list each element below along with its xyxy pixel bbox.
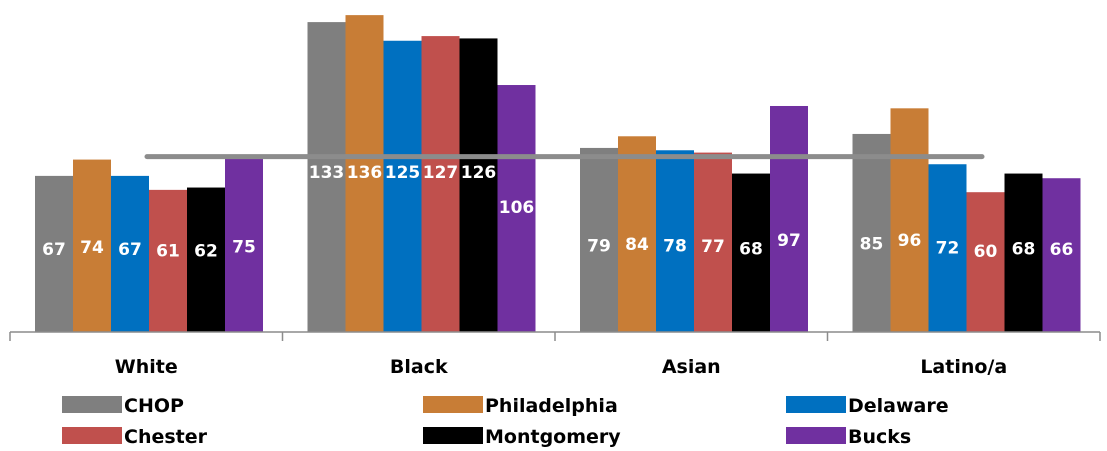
bar-latinoa-montgomery [1004,173,1043,332]
data-label: 125 [385,163,421,183]
bar-asian-chester [694,152,732,332]
data-label: 67 [42,240,66,260]
bar-asian-chop [580,147,618,332]
data-label: 72 [936,238,960,258]
legend-label-philadelphia: Philadelphia [485,395,618,417]
data-label: 84 [625,235,649,255]
legend-swatch-chester [62,427,122,444]
bar-asian-delaware [656,150,694,332]
category-label: Black [390,356,448,378]
data-label: 68 [1012,240,1036,260]
category-labels-group: White Black Asian Latino/a [115,356,1007,378]
bar-white-montgomery [187,187,225,332]
bar-white-bucks [225,157,263,332]
data-label: 136 [347,163,383,183]
bar-latinoa-chester [966,192,1005,332]
legend-label-chop: CHOP [124,395,184,417]
data-label: 79 [587,236,611,256]
legend-swatch-chop [62,396,122,413]
data-label: 77 [701,237,725,257]
bar-asian-montgomery [732,173,770,332]
data-label: 126 [461,163,497,183]
bar-asian-bucks [770,105,808,333]
bar-black-philadelphia [345,15,384,333]
bar-latinoa-philadelphia [890,108,929,332]
bar-white-chop [35,175,73,332]
bar-latinoa-bucks [1042,178,1081,332]
legend: CHOP Philadelphia Delaware Chester Montgomer… [62,395,949,448]
legend-swatch-montgomery [423,427,483,444]
data-label: 96 [898,231,922,251]
data-label: 127 [423,163,459,183]
data-label: 61 [156,242,180,262]
legend-label-chester: Chester [124,426,208,448]
legend-swatch-bucks [786,427,846,444]
legend-swatch-delaware [786,396,846,413]
bars-group [35,15,1081,333]
bar-black-chop [307,22,346,333]
bar-white-philadelphia [73,159,111,332]
category-label: Latino/a [920,356,1007,378]
data-label: 75 [232,238,256,258]
legend-swatch-philadelphia [423,396,483,413]
category-label: Asian [662,356,721,378]
legend-label-montgomery: Montgomery [485,426,621,448]
bar-black-montgomery [459,38,498,333]
data-label: 74 [80,238,104,258]
bar-asian-philadelphia [618,136,656,332]
data-label: 78 [663,237,687,257]
category-label: White [115,356,178,378]
bar-black-bucks [497,85,536,333]
x-axis [9,331,1101,341]
bar-white-delaware [111,175,149,332]
bar-black-delaware [383,40,422,332]
bar-black-chester [421,36,460,333]
bar-latinoa-chop [852,133,891,332]
data-label: 85 [860,235,884,255]
legend-label-delaware: Delaware [848,395,949,417]
data-label: 67 [118,240,142,260]
data-label: 66 [1050,240,1074,260]
data-label: 60 [974,242,998,262]
bar-white-chester [149,189,187,332]
data-label: 133 [309,163,345,183]
data-label: 68 [739,240,763,260]
legend-label-bucks: Bucks [848,426,911,448]
data-label: 97 [777,231,801,251]
bar-latinoa-delaware [928,164,967,332]
data-label: 106 [499,198,535,218]
data-label: 62 [194,241,218,261]
